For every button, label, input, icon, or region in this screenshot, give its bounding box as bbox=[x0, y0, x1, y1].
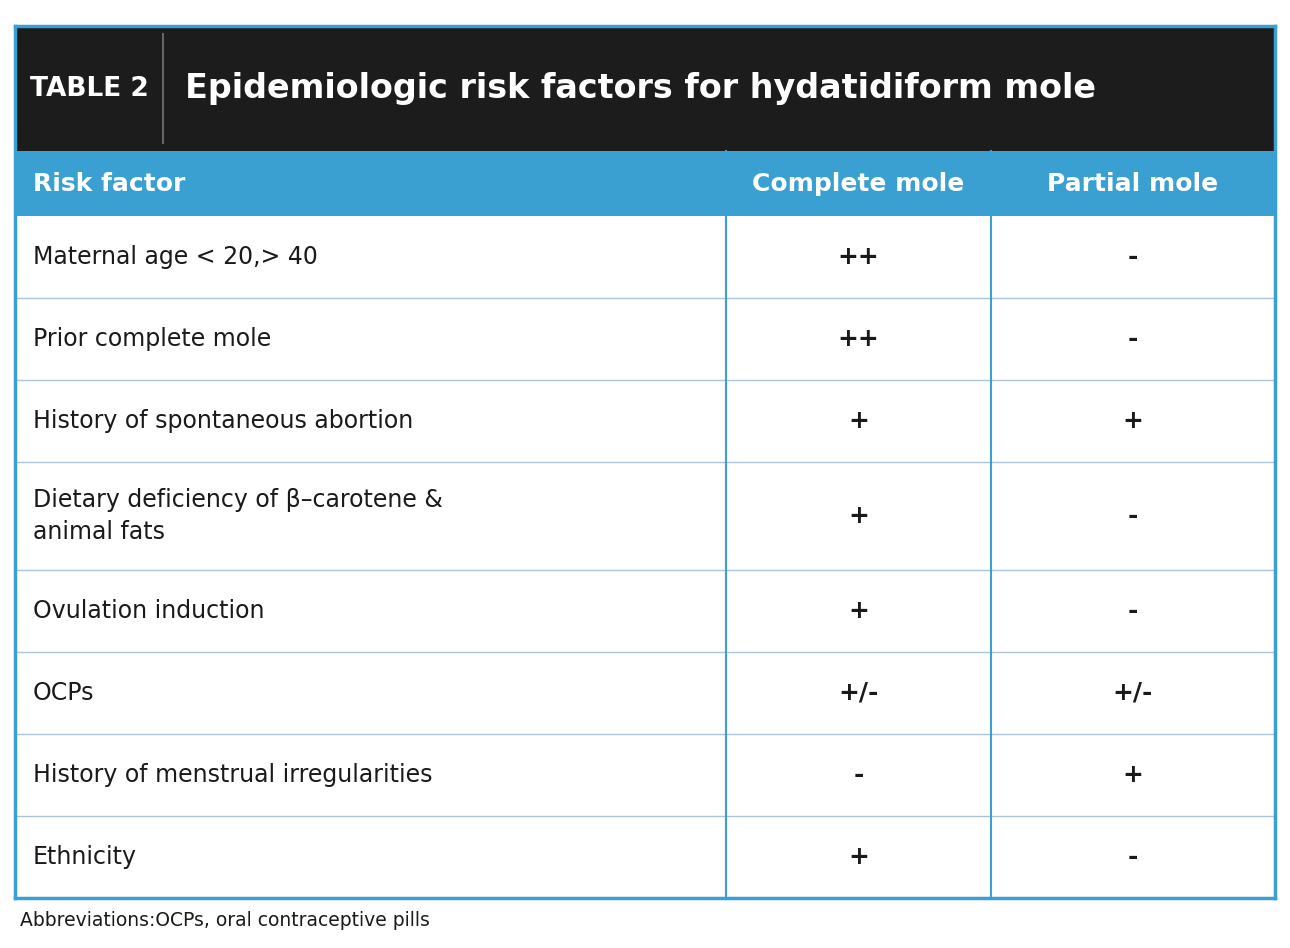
Bar bbox=[15, 462, 1275, 570]
Text: -: - bbox=[853, 763, 864, 787]
Text: +: + bbox=[1122, 763, 1143, 787]
Text: TABLE 2: TABLE 2 bbox=[30, 76, 148, 101]
Text: Partial mole: Partial mole bbox=[1047, 172, 1219, 195]
Text: +: + bbox=[1122, 409, 1143, 433]
Text: +: + bbox=[848, 845, 869, 869]
Bar bbox=[15, 816, 1275, 898]
Bar bbox=[15, 216, 1275, 298]
Text: ++: ++ bbox=[837, 327, 880, 351]
Bar bbox=[15, 26, 1275, 151]
Text: Dietary deficiency of β–carotene &
animal fats: Dietary deficiency of β–carotene & anima… bbox=[34, 488, 442, 544]
Bar bbox=[15, 151, 1275, 216]
Bar bbox=[15, 380, 1275, 462]
Bar bbox=[15, 298, 1275, 380]
Text: OCPs: OCPs bbox=[34, 681, 94, 705]
Text: Ethnicity: Ethnicity bbox=[34, 845, 137, 869]
Text: Ovulation induction: Ovulation induction bbox=[34, 599, 264, 623]
Text: History of menstrual irregularities: History of menstrual irregularities bbox=[34, 763, 432, 787]
Bar bbox=[15, 652, 1275, 734]
Text: +/-: +/- bbox=[838, 681, 878, 705]
Text: -: - bbox=[1127, 245, 1138, 269]
Text: -: - bbox=[1127, 845, 1138, 869]
Text: Risk factor: Risk factor bbox=[34, 172, 186, 195]
Text: Abbreviations:OCPs, oral contraceptive pills: Abbreviations:OCPs, oral contraceptive p… bbox=[21, 911, 430, 930]
Text: -: - bbox=[1127, 504, 1138, 528]
Text: Maternal age < 20,> 40: Maternal age < 20,> 40 bbox=[34, 245, 317, 269]
Text: Prior complete mole: Prior complete mole bbox=[34, 327, 271, 351]
Text: Complete mole: Complete mole bbox=[752, 172, 965, 195]
Bar bbox=[15, 734, 1275, 816]
Text: -: - bbox=[1127, 599, 1138, 623]
Text: +: + bbox=[848, 599, 869, 623]
Text: History of spontaneous abortion: History of spontaneous abortion bbox=[34, 409, 413, 433]
Text: ++: ++ bbox=[837, 245, 880, 269]
Text: +/-: +/- bbox=[1113, 681, 1153, 705]
Text: +: + bbox=[848, 409, 869, 433]
Text: +: + bbox=[848, 504, 869, 528]
Bar bbox=[15, 570, 1275, 652]
Text: Epidemiologic risk factors for hydatidiform mole: Epidemiologic risk factors for hydatidif… bbox=[184, 72, 1096, 105]
Text: -: - bbox=[1127, 327, 1138, 351]
